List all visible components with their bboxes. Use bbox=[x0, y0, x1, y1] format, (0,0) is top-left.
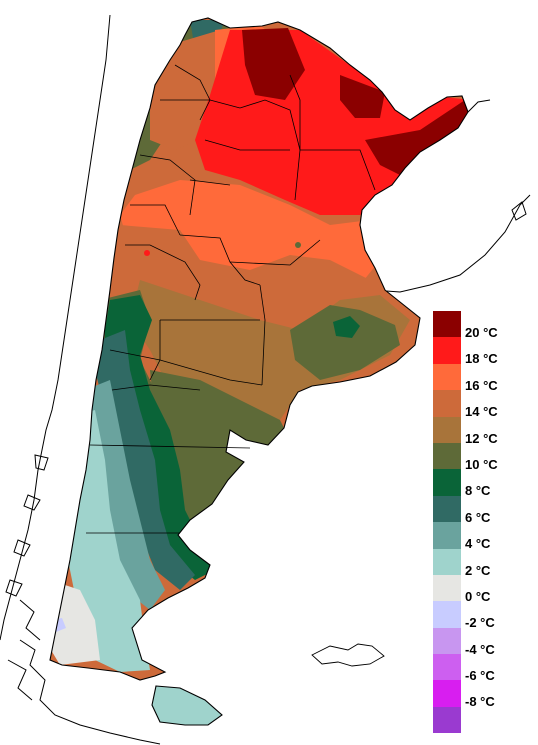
legend-entry: 18 °C bbox=[433, 337, 533, 366]
legend-entry: 4 °C bbox=[433, 522, 533, 551]
malvinas-islands bbox=[311, 643, 385, 667]
legend-label: 0 °C bbox=[465, 588, 491, 604]
legend-swatch bbox=[433, 706, 461, 734]
legend-swatch bbox=[433, 574, 461, 602]
legend-label: 20 °C bbox=[465, 325, 498, 340]
legend-label: 4 °C bbox=[465, 536, 491, 552]
neighbor-outline bbox=[371, 99, 531, 293]
legend-swatch bbox=[433, 601, 461, 628]
legend-label: -2 °C bbox=[465, 615, 495, 631]
legend-swatch bbox=[433, 680, 461, 707]
legend-swatch bbox=[433, 337, 461, 364]
legend-label: 10 °C bbox=[465, 456, 498, 472]
legend-entry: 16 °C bbox=[433, 363, 533, 393]
legend-swatch bbox=[433, 363, 461, 391]
legend-label: -8 °C bbox=[465, 694, 495, 710]
legend-entry: -2 °C bbox=[433, 601, 533, 630]
legend-entry bbox=[433, 706, 533, 734]
legend-entry: -6 °C bbox=[433, 654, 533, 683]
legend-label: 18 °C bbox=[465, 351, 498, 367]
legend-swatch bbox=[433, 469, 461, 496]
legend-label: 8 °C bbox=[465, 483, 491, 499]
legend-entry: 2 °C bbox=[433, 548, 533, 578]
legend-entry: -4 °C bbox=[433, 627, 533, 657]
legend-entry: 8 °C bbox=[433, 469, 533, 498]
legend-swatch bbox=[433, 522, 461, 549]
argentina-outline bbox=[49, 17, 469, 681]
legend-swatch bbox=[433, 416, 461, 443]
legend-entry: 12 °C bbox=[433, 416, 533, 446]
legend-swatch bbox=[433, 627, 461, 655]
legend-entry: -8 °C bbox=[433, 680, 533, 709]
legend-label: -4 °C bbox=[465, 641, 495, 657]
chile-outline bbox=[0, 14, 161, 745]
province-borders bbox=[86, 64, 376, 534]
legend-swatch bbox=[433, 442, 461, 470]
legend-swatch bbox=[433, 495, 461, 523]
legend-entry: 14 °C bbox=[433, 390, 533, 419]
legend-entry: 20 °C bbox=[433, 311, 533, 340]
legend-entry: 6 °C bbox=[433, 495, 533, 525]
legend-swatch bbox=[433, 311, 461, 338]
tierra-del-fuego-outline bbox=[151, 685, 223, 726]
temperature-legend: 20 °C 18 °C 16 °C 14 °C 12 °C 10 °C 8 °C 6 °C 4 … bbox=[433, 311, 533, 734]
legend-label: -6 °C bbox=[465, 668, 495, 684]
legend-swatch bbox=[433, 548, 461, 575]
legend-swatch bbox=[433, 390, 461, 417]
legend-entry: 0 °C bbox=[433, 574, 533, 604]
legend-label: 16 °C bbox=[465, 377, 498, 393]
legend-label: 14 °C bbox=[465, 404, 498, 420]
legend-swatch bbox=[433, 654, 461, 681]
legend-label: 2 °C bbox=[465, 562, 491, 578]
legend-label: 6 °C bbox=[465, 509, 491, 525]
legend-label: 12 °C bbox=[465, 430, 498, 446]
legend-entry: 10 °C bbox=[433, 442, 533, 472]
